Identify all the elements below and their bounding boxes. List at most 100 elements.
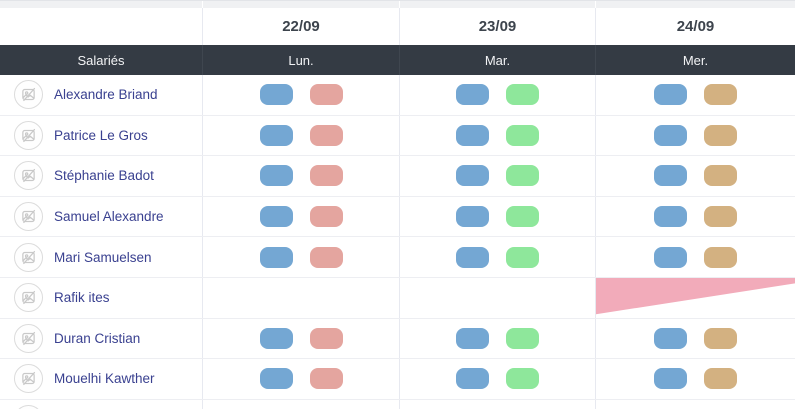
avatar bbox=[14, 283, 43, 313]
shift-pill-tan[interactable] bbox=[704, 368, 737, 390]
shift-pill-blue[interactable] bbox=[259, 206, 293, 228]
employee-name[interactable]: Rafik ites bbox=[54, 290, 110, 306]
date-header-day3[interactable]: 24/09 bbox=[676, 18, 715, 35]
avatar bbox=[14, 80, 43, 110]
shift-pill-blue[interactable] bbox=[456, 84, 489, 106]
shift-cell-day2[interactable] bbox=[400, 237, 596, 277]
date-header-spacer bbox=[0, 8, 203, 45]
shift-cell-day2[interactable] bbox=[400, 156, 596, 196]
no-photo-icon bbox=[22, 372, 36, 386]
shift-pill-blue[interactable] bbox=[654, 165, 687, 187]
shift-pill-blue[interactable] bbox=[654, 327, 687, 349]
shift-cell-day3[interactable] bbox=[596, 116, 795, 156]
shift-pill-blue[interactable] bbox=[259, 327, 293, 349]
shift-pill-green[interactable] bbox=[506, 368, 539, 390]
shift-pill-blue[interactable] bbox=[259, 84, 293, 106]
shift-cell-day3[interactable] bbox=[596, 156, 795, 196]
shift-cell-day1[interactable] bbox=[203, 399, 400, 409]
shift-pill-tan[interactable] bbox=[704, 327, 737, 349]
shift-pill-tan[interactable] bbox=[704, 246, 737, 268]
shift-cell-day2[interactable] bbox=[400, 359, 596, 399]
shift-pill-blue[interactable] bbox=[456, 206, 489, 228]
weekday-header-day3: Mer. bbox=[682, 52, 709, 68]
shift-pill-blue[interactable] bbox=[456, 368, 489, 390]
shift-cell-day1[interactable] bbox=[203, 359, 400, 399]
weekday-header-day2: Mar. bbox=[400, 45, 596, 75]
shift-cell-day1[interactable] bbox=[203, 75, 400, 115]
shift-pill-tan[interactable] bbox=[704, 84, 737, 106]
employee-row: Alexandre Briand bbox=[0, 75, 795, 116]
shift-pill-blue[interactable] bbox=[456, 246, 489, 268]
shift-cell-day3[interactable] bbox=[596, 75, 795, 115]
employee-name[interactable]: Duran Cristian bbox=[54, 330, 141, 346]
employee-cell: Mouelhi Kawther bbox=[0, 359, 203, 399]
absence-triangle[interactable] bbox=[596, 277, 795, 315]
employee-name[interactable]: Stéphanie Badot bbox=[54, 168, 154, 184]
shift-pill-tan[interactable] bbox=[704, 124, 737, 146]
employee-name[interactable]: Samuel Alexandre bbox=[54, 209, 164, 225]
shift-cell-day3[interactable] bbox=[596, 197, 795, 237]
shift-pill-tan[interactable] bbox=[704, 165, 737, 187]
no-photo-icon bbox=[22, 250, 36, 264]
shift-cell-day3[interactable] bbox=[596, 400, 795, 409]
employee-cell: Stéphanie Badot bbox=[0, 156, 203, 196]
shift-pill-blue[interactable] bbox=[259, 124, 293, 146]
employee-name[interactable]: Mouelhi Kawther bbox=[54, 371, 155, 387]
no-photo-icon bbox=[22, 331, 36, 345]
employee-row: Mouelhi Kawther bbox=[0, 359, 795, 400]
shift-pill-green[interactable] bbox=[506, 84, 539, 106]
employee-name[interactable]: Patrice Le Gros bbox=[54, 127, 148, 143]
weekday-header-row: Salariés Lun. Mar. Mer. bbox=[0, 45, 795, 75]
shift-cell-day2[interactable] bbox=[400, 399, 596, 409]
shift-cell-day2[interactable] bbox=[400, 277, 596, 318]
date-header-day2[interactable]: 23/09 bbox=[400, 8, 596, 45]
shift-cell-day1[interactable] bbox=[203, 277, 400, 318]
shift-cell-day2[interactable] bbox=[400, 196, 596, 237]
shift-pill-tan[interactable] bbox=[704, 206, 737, 228]
avatar bbox=[14, 364, 43, 394]
shift-pill-pink[interactable] bbox=[309, 206, 343, 228]
employee-cell: Samuel Alexandre bbox=[0, 196, 203, 237]
shift-pill-pink[interactable] bbox=[309, 165, 343, 187]
shift-pill-green[interactable] bbox=[506, 124, 539, 146]
shift-pill-pink[interactable] bbox=[309, 124, 343, 146]
shift-cell-day1[interactable] bbox=[203, 196, 400, 237]
shift-cell-day1[interactable] bbox=[203, 156, 400, 196]
shift-pill-blue[interactable] bbox=[456, 165, 489, 187]
shift-cell-day1[interactable] bbox=[203, 115, 400, 156]
shift-pill-pink[interactable] bbox=[309, 327, 343, 349]
shift-pill-blue[interactable] bbox=[654, 84, 687, 106]
shift-pill-blue[interactable] bbox=[259, 368, 293, 390]
shift-cell-day2[interactable] bbox=[400, 115, 596, 156]
shift-pill-green[interactable] bbox=[506, 165, 539, 187]
shift-pill-blue[interactable] bbox=[259, 165, 293, 187]
shift-pill-blue[interactable] bbox=[654, 368, 687, 390]
date-header-day1[interactable]: 22/09 bbox=[203, 8, 400, 45]
employee-cell: Mari Samuelsen bbox=[0, 237, 203, 277]
shift-pill-pink[interactable] bbox=[309, 368, 343, 390]
employee-cell: Patrice Le Gros bbox=[0, 115, 203, 156]
shift-pill-blue[interactable] bbox=[654, 206, 687, 228]
shift-pill-pink[interactable] bbox=[309, 246, 343, 268]
avatar bbox=[14, 202, 43, 232]
employee-name[interactable]: Mari Samuelsen bbox=[54, 249, 152, 265]
shift-pill-pink[interactable] bbox=[309, 84, 343, 106]
shift-cell-day3[interactable] bbox=[596, 277, 795, 318]
shift-cell-day3[interactable] bbox=[596, 237, 795, 277]
shift-cell-day1[interactable] bbox=[203, 318, 400, 359]
shift-cell-day1[interactable] bbox=[203, 237, 400, 277]
employee-name[interactable]: Alexandre Briand bbox=[54, 87, 158, 103]
shift-pill-green[interactable] bbox=[506, 327, 539, 349]
shift-pill-blue[interactable] bbox=[259, 246, 293, 268]
shift-pill-blue[interactable] bbox=[456, 124, 489, 146]
shift-cell-day2[interactable] bbox=[400, 75, 596, 115]
shift-pill-blue[interactable] bbox=[654, 246, 687, 268]
shift-cell-day2[interactable] bbox=[400, 318, 596, 359]
shift-cell-day3[interactable] bbox=[596, 359, 795, 399]
employee-row: Stéphanie Badot bbox=[0, 156, 795, 197]
shift-pill-blue[interactable] bbox=[456, 327, 489, 349]
shift-pill-green[interactable] bbox=[506, 206, 539, 228]
shift-pill-green[interactable] bbox=[506, 246, 539, 268]
shift-cell-day3[interactable] bbox=[596, 319, 795, 359]
shift-pill-blue[interactable] bbox=[654, 124, 687, 146]
